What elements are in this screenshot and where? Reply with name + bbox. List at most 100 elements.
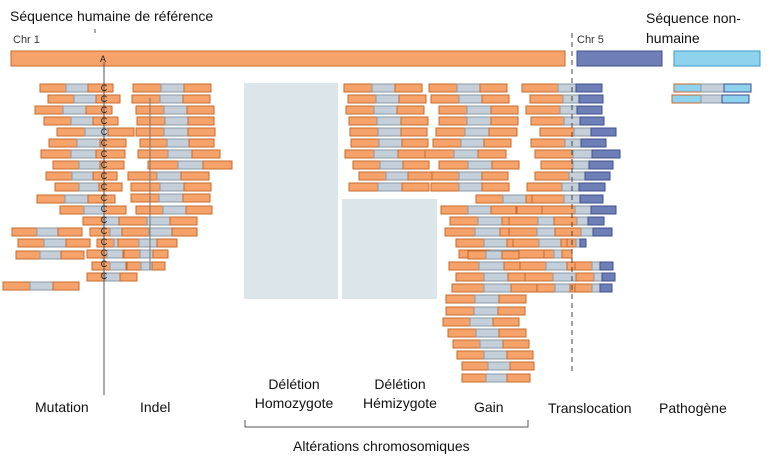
hemizygous-deletion-region <box>342 199 437 299</box>
translocation-read <box>575 272 595 282</box>
indel-read <box>186 105 215 115</box>
label-gain: Gain <box>474 399 504 415</box>
deletion-flank-read-insert <box>376 116 402 126</box>
translocation-read-chr5 <box>590 127 617 137</box>
indel-read <box>137 149 169 159</box>
indel-read <box>185 205 213 215</box>
deletion-flank-read <box>438 160 469 170</box>
deletion-flank-read <box>348 182 379 192</box>
gain-read <box>445 294 476 304</box>
deletion-flank-read <box>491 160 520 170</box>
gain-read-insert <box>483 238 508 248</box>
mutation-base-C: C <box>101 248 108 258</box>
gain-read-insert <box>487 361 511 371</box>
mutation-read <box>119 272 138 282</box>
deletion-flank-read <box>424 149 455 159</box>
deletion-flank-read-insert <box>373 149 399 159</box>
mutation-read <box>11 227 38 237</box>
mutation-base-C: C <box>101 171 108 181</box>
translocation-read-chr5 <box>588 160 614 170</box>
deletion-flank-read <box>402 160 430 170</box>
mutation-base-C: C <box>101 237 108 247</box>
mutation-read-insert <box>78 182 100 192</box>
deletion-flank-read <box>352 160 381 170</box>
gain-read <box>501 250 520 260</box>
indel-read <box>187 127 216 137</box>
mutation-read-insert <box>39 250 62 260</box>
mutation-base-C: C <box>101 127 108 137</box>
gain-read <box>452 339 481 349</box>
translocation-read <box>531 194 565 204</box>
indel-read-insert <box>166 138 190 148</box>
pathogen-read <box>671 94 702 104</box>
chr5-label: Chr 5 <box>577 34 604 46</box>
mutation-read <box>65 238 91 248</box>
deletion-flank-read <box>490 116 519 126</box>
translocation-read-insert <box>574 205 592 215</box>
indel-read-insert <box>138 238 158 248</box>
indel-read <box>131 94 161 104</box>
translocation-read-insert <box>580 227 594 237</box>
deletion-flank-read <box>432 138 462 148</box>
mutation-read-insert <box>29 281 54 291</box>
gain-read-insert <box>473 306 499 316</box>
deletion-flank-read-insert <box>377 182 403 192</box>
deletion-flank-read <box>397 149 427 159</box>
translocation-read <box>534 171 570 181</box>
deletion-flank-read <box>344 149 375 159</box>
mutation-read <box>92 116 119 126</box>
deletion-flank-read-insert <box>456 83 481 93</box>
gain-read-insert <box>485 250 503 260</box>
gain-read <box>440 205 469 215</box>
translocation-read-chr5 <box>592 227 613 237</box>
gain-read <box>455 272 485 282</box>
translocation-read <box>534 149 574 159</box>
deletion-flank-read-insert <box>466 116 492 126</box>
gain-read-insert <box>469 317 494 327</box>
deletion-flank-read <box>398 94 427 104</box>
translocation-read-insert <box>593 272 603 282</box>
mutation-base-C: C <box>101 105 108 115</box>
gain-read <box>475 194 504 204</box>
gain-read-insert <box>483 350 508 360</box>
deletion-flank-read <box>347 94 377 104</box>
translocation-read-chr5 <box>601 272 616 282</box>
gain-read-insert <box>545 261 568 271</box>
mutation-read <box>34 105 64 115</box>
mutation-base-C: C <box>101 116 108 126</box>
indel-read-insert <box>159 94 184 104</box>
translocation-read-insert <box>568 171 586 181</box>
gain-read-insert <box>467 205 492 215</box>
indel-read <box>121 227 150 237</box>
mutation-read <box>52 281 80 291</box>
mutation-read-insert <box>71 171 94 181</box>
translocation-read <box>553 216 578 226</box>
indel-read <box>123 249 141 259</box>
mutation-read-insert <box>43 238 67 248</box>
gain-read-insert <box>485 373 508 383</box>
deletion-flank-read <box>394 83 423 93</box>
label-deletion-homozygote: Délétion Homozygote <box>254 376 334 411</box>
indel-read <box>147 160 179 170</box>
gain-read <box>561 249 573 259</box>
deletion-flank-read <box>481 171 509 181</box>
deletion-flank-read-insert <box>464 127 490 137</box>
indel-read <box>183 182 212 192</box>
mutation-read <box>54 182 80 192</box>
gain-read-insert <box>483 272 509 282</box>
deletion-flank-read <box>343 83 373 93</box>
indel-read <box>188 138 215 148</box>
mutation-base-C: C <box>101 160 108 170</box>
gain-read-insert <box>477 216 503 226</box>
translocation-read-chr5 <box>599 283 613 293</box>
translocation-read-insert <box>572 149 593 159</box>
human-reference-title: Séquence humaine de référence <box>10 8 214 24</box>
mutation-base-C: C <box>101 94 108 104</box>
translocation-read-insert <box>576 216 589 226</box>
mutation-read-insert <box>106 249 124 259</box>
mutation-base-C: C <box>101 215 108 225</box>
translocation-read-insert <box>572 160 590 170</box>
translocation-read-insert <box>573 127 592 137</box>
deletion-flank-read <box>396 105 425 115</box>
gain-read <box>543 249 555 259</box>
